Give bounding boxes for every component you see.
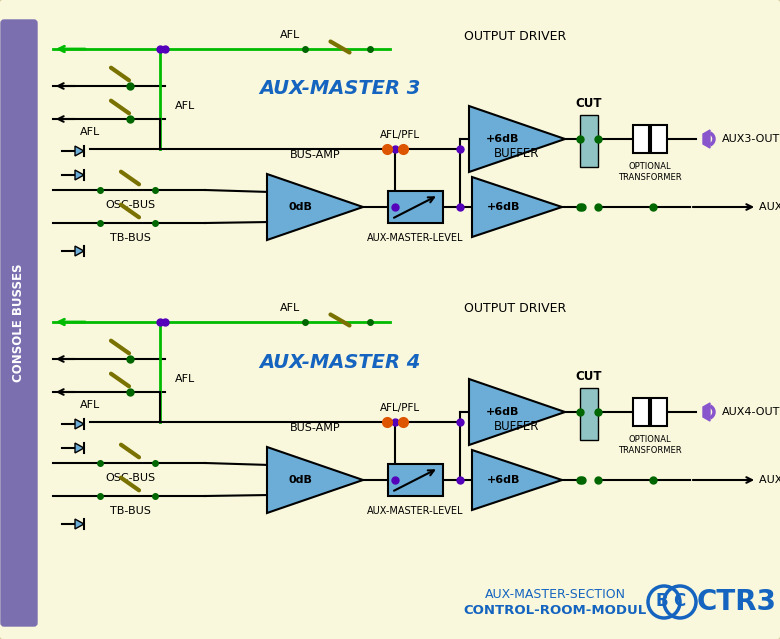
Text: OPTIONAL
TRANSFORMER: OPTIONAL TRANSFORMER: [619, 435, 682, 455]
Text: +6dB: +6dB: [487, 202, 520, 212]
Text: CUT: CUT: [576, 370, 602, 383]
Text: AFL: AFL: [175, 101, 195, 111]
FancyBboxPatch shape: [651, 398, 667, 426]
Text: OUTPUT DRIVER: OUTPUT DRIVER: [464, 29, 566, 43]
Polygon shape: [469, 379, 565, 445]
Text: AUX-MASTER-LEVEL: AUX-MASTER-LEVEL: [367, 506, 463, 516]
Polygon shape: [267, 447, 363, 513]
Text: CONSOLE BUSSES: CONSOLE BUSSES: [12, 264, 26, 382]
Text: BUFFER: BUFFER: [495, 147, 540, 160]
Text: B: B: [656, 592, 668, 610]
FancyBboxPatch shape: [651, 125, 667, 153]
Text: AUX 3 FOR SELECT: AUX 3 FOR SELECT: [759, 202, 780, 212]
Polygon shape: [703, 130, 710, 148]
Polygon shape: [469, 106, 565, 172]
Text: AUX4-OUT: AUX4-OUT: [722, 407, 780, 417]
Polygon shape: [267, 174, 363, 240]
FancyBboxPatch shape: [388, 464, 442, 496]
Text: TB-BUS: TB-BUS: [109, 506, 151, 516]
Text: AUX3-OUT: AUX3-OUT: [722, 134, 780, 144]
FancyBboxPatch shape: [633, 125, 649, 153]
Polygon shape: [75, 519, 84, 529]
Text: AFL: AFL: [80, 400, 100, 410]
Text: BUS-AMP: BUS-AMP: [289, 423, 340, 433]
Polygon shape: [75, 246, 84, 256]
Text: 0dB: 0dB: [289, 475, 313, 485]
Polygon shape: [75, 443, 84, 453]
Text: BUFFER: BUFFER: [495, 420, 540, 433]
Polygon shape: [75, 146, 84, 156]
Text: AUX-MASTER-SECTION: AUX-MASTER-SECTION: [484, 587, 626, 601]
Text: AUX-MASTER 3: AUX-MASTER 3: [259, 79, 420, 98]
Text: C: C: [673, 592, 685, 610]
Text: AFL/PFL: AFL/PFL: [380, 403, 420, 413]
Text: AFL: AFL: [80, 127, 100, 137]
Text: CTR3: CTR3: [697, 588, 777, 616]
Text: AUX 4  FOR SELECT: AUX 4 FOR SELECT: [759, 475, 780, 485]
Polygon shape: [472, 450, 562, 510]
FancyBboxPatch shape: [633, 398, 649, 426]
Text: AFL: AFL: [280, 303, 300, 313]
Text: OSC-BUS: OSC-BUS: [105, 200, 155, 210]
FancyBboxPatch shape: [580, 115, 598, 167]
FancyBboxPatch shape: [388, 191, 442, 223]
Text: OSC-BUS: OSC-BUS: [105, 473, 155, 483]
Text: AFL/PFL: AFL/PFL: [380, 130, 420, 140]
Polygon shape: [75, 170, 84, 180]
Text: AFL: AFL: [175, 374, 195, 384]
Text: 0dB: 0dB: [289, 202, 313, 212]
Text: AUX-MASTER 4: AUX-MASTER 4: [259, 353, 420, 371]
Text: TB-BUS: TB-BUS: [109, 233, 151, 243]
Polygon shape: [472, 177, 562, 237]
Text: +6dB: +6dB: [486, 407, 519, 417]
Polygon shape: [75, 419, 84, 429]
Text: +6dB: +6dB: [486, 134, 519, 144]
Text: OPTIONAL
TRANSFORMER: OPTIONAL TRANSFORMER: [619, 162, 682, 182]
Text: CONTROL-ROOM-MODUL: CONTROL-ROOM-MODUL: [463, 604, 647, 617]
Text: +6dB: +6dB: [487, 475, 520, 485]
Text: CUT: CUT: [576, 97, 602, 110]
FancyBboxPatch shape: [1, 20, 37, 626]
Text: AUX-MASTER-LEVEL: AUX-MASTER-LEVEL: [367, 233, 463, 243]
FancyBboxPatch shape: [580, 388, 598, 440]
Text: OUTPUT DRIVER: OUTPUT DRIVER: [464, 302, 566, 316]
Text: AFL: AFL: [280, 30, 300, 40]
Text: BUS-AMP: BUS-AMP: [289, 150, 340, 160]
Polygon shape: [703, 403, 710, 421]
